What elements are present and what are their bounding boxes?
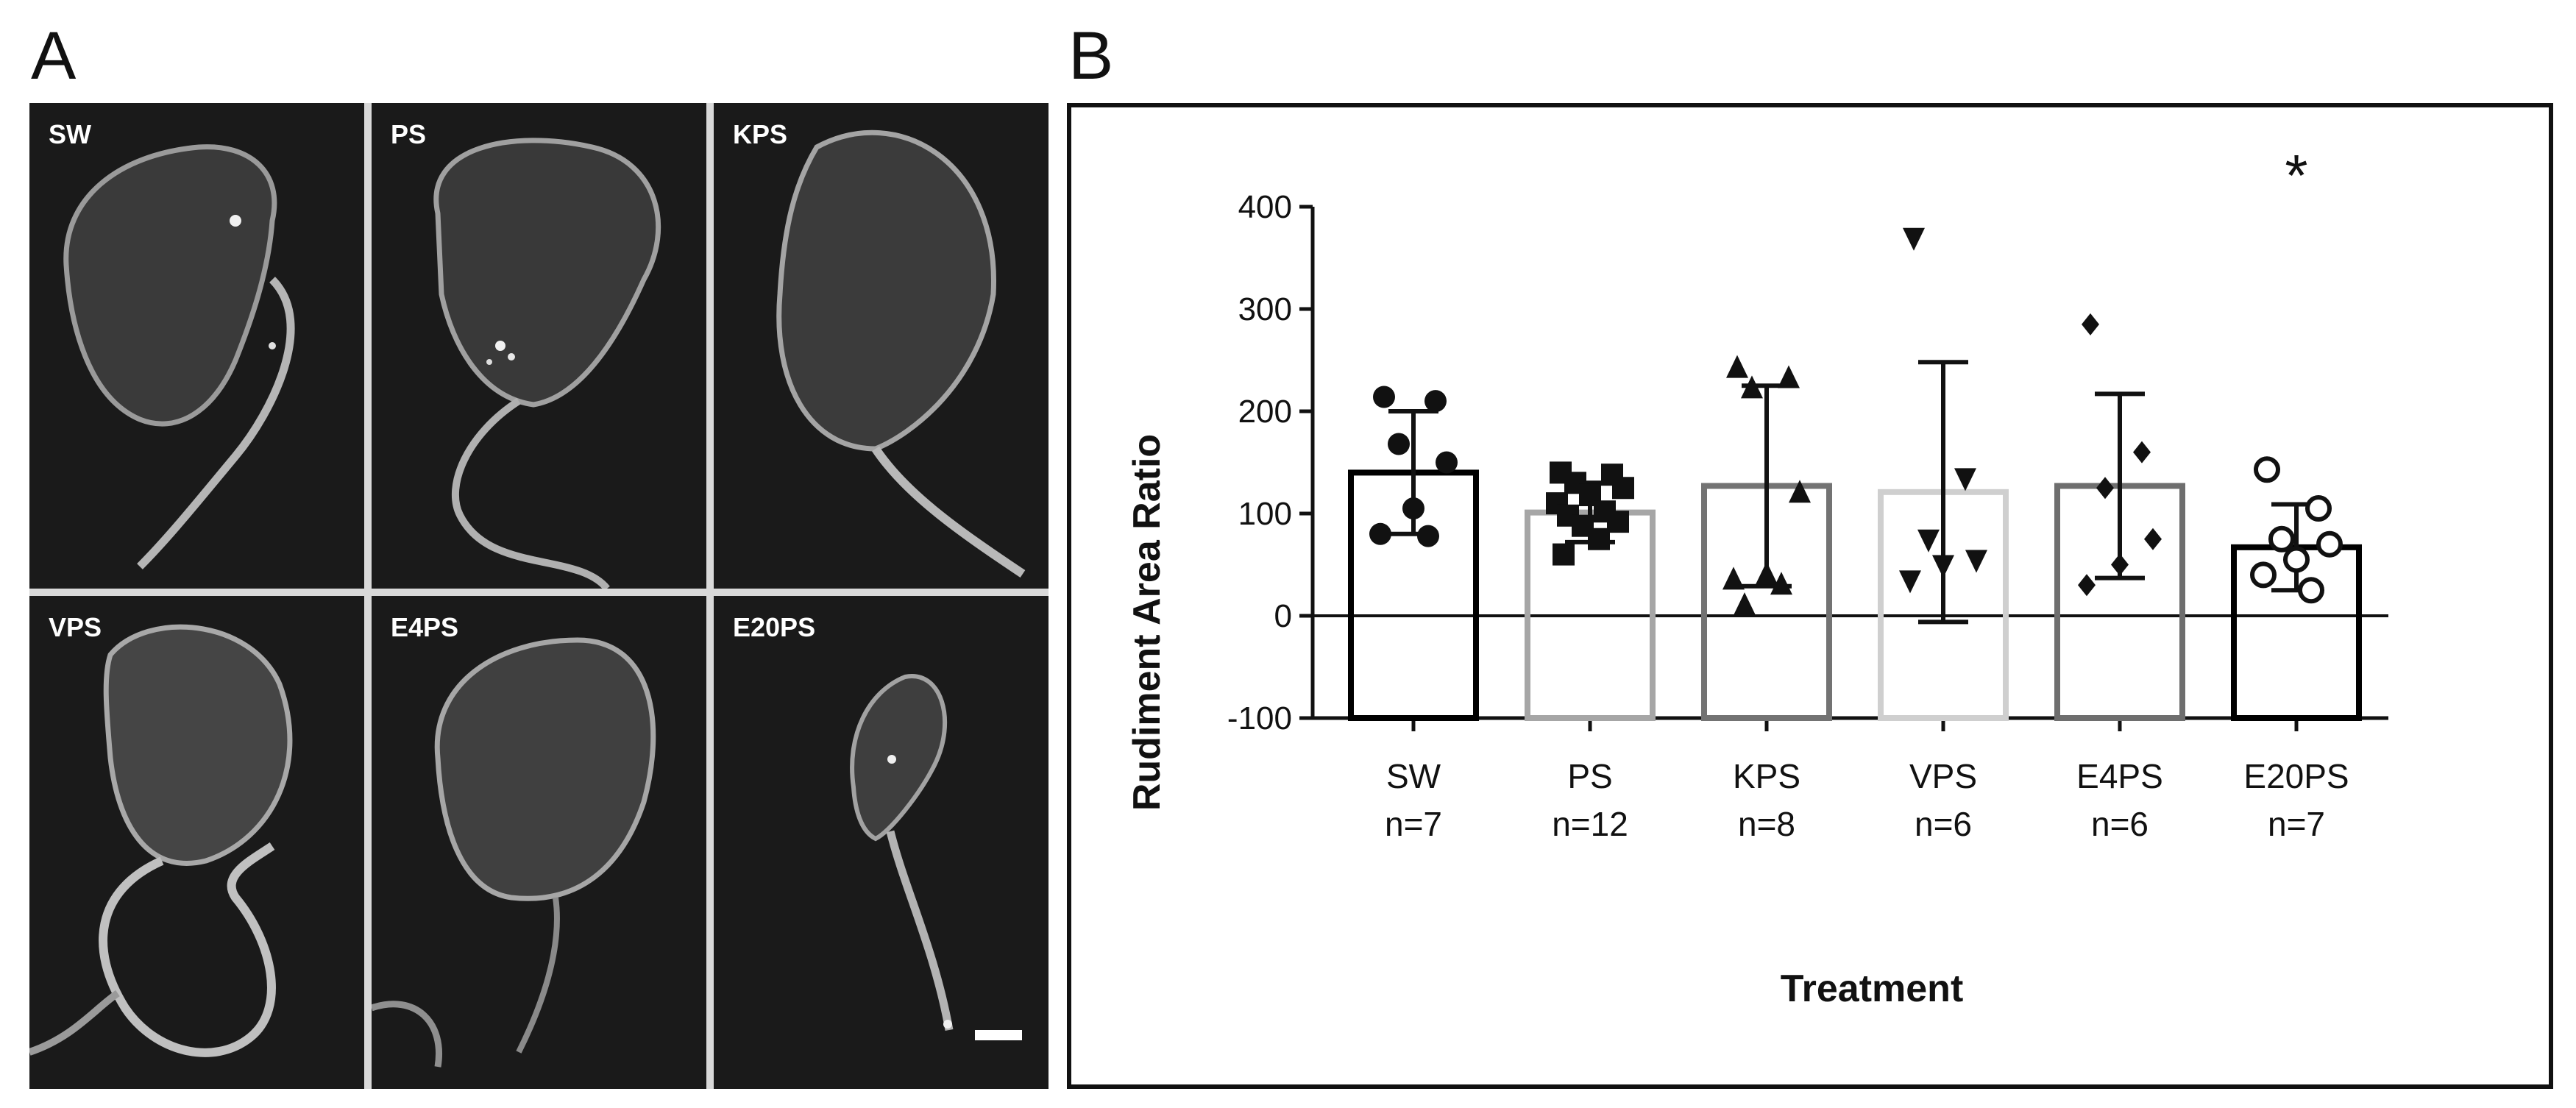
data-point-vps xyxy=(1917,529,1940,553)
data-point-sw xyxy=(1369,522,1391,545)
micrograph-tile-ps: PS xyxy=(372,103,706,589)
y-tick-label: 300 xyxy=(1238,291,1292,327)
data-point-e20ps xyxy=(2268,525,2295,553)
n-label: n=6 xyxy=(1915,805,1972,843)
data-point-vps xyxy=(1932,555,1954,578)
data-point-sw xyxy=(1417,525,1439,547)
micrograph-ps-image xyxy=(433,138,661,589)
data-point-kps xyxy=(1734,592,1756,616)
y-tick-label: 400 xyxy=(1238,189,1292,225)
data-point-kps xyxy=(1756,561,1778,585)
data-point-kps xyxy=(1770,572,1792,595)
y-tick-label: 200 xyxy=(1238,394,1292,430)
bar-chart: -100 0 100 200 300 400 SW n=7 PS n=12 KPS n=8 VPS n=… xyxy=(1126,143,2388,1010)
data-point-sw xyxy=(1373,386,1395,408)
data-point-e20ps xyxy=(2283,546,2310,573)
data-point-e4ps xyxy=(2078,574,2096,597)
data-point-e4ps xyxy=(2082,313,2099,335)
data-point-e20ps xyxy=(2316,530,2343,558)
x-axis-title: Treatment xyxy=(1781,967,1964,1010)
data-point-e20ps xyxy=(2250,561,2277,589)
chart-axes: -100 0 100 200 300 400 xyxy=(1227,189,2388,736)
scale-bar xyxy=(975,1030,1022,1040)
panel-b-letter: B xyxy=(1068,18,1114,93)
y-tick-label: 100 xyxy=(1238,496,1292,532)
data-point-e4ps xyxy=(2111,553,2129,576)
micrograph-kps-image xyxy=(776,129,1026,578)
micrograph-label: SW xyxy=(49,119,91,149)
data-point-sw xyxy=(1402,497,1424,520)
data-point-ps xyxy=(1607,511,1629,533)
micrograph-tile-vps: VPS xyxy=(29,596,364,1089)
data-point-vps xyxy=(1899,570,1921,594)
chart-labels: SW n=7 PS n=12 KPS n=8 VPS n=6 E4PS n=6 E20PS n=7 * xyxy=(1385,143,2349,843)
category-label: VPS xyxy=(1909,757,1977,795)
micrograph-label: PS xyxy=(391,119,427,149)
n-label: n=7 xyxy=(2268,805,2325,843)
data-point-sw xyxy=(1436,451,1458,474)
data-point-e4ps xyxy=(2133,441,2151,464)
significance-asterisk: * xyxy=(2285,143,2307,208)
data-point-kps xyxy=(1722,567,1745,590)
y-axis-title: Rudiment Area Ratio xyxy=(1126,434,1168,811)
chart-points xyxy=(1369,227,2343,616)
data-point-e20ps xyxy=(2305,495,2332,522)
micrograph-tile-kps: KPS xyxy=(714,103,1049,589)
data-point-e4ps xyxy=(2144,528,2162,550)
panel-a-letter: A xyxy=(31,18,77,93)
data-point-kps xyxy=(1789,480,1811,503)
micrograph-label: E4PS xyxy=(391,612,459,642)
micrograph-e4ps-image xyxy=(372,637,656,1068)
micrograph-tile-e4ps: E4PS xyxy=(372,596,706,1089)
data-point-e20ps xyxy=(2254,456,2280,483)
data-point-kps xyxy=(1741,375,1763,399)
category-label: PS xyxy=(1567,757,1612,795)
data-point-ps xyxy=(1553,543,1575,566)
category-label: E4PS xyxy=(2076,757,2163,795)
micrograph-label: KPS xyxy=(733,119,788,149)
data-point-ps xyxy=(1588,528,1610,550)
category-label: E20PS xyxy=(2243,757,2349,795)
y-tick-label: -100 xyxy=(1227,700,1292,736)
micrograph-sw-image xyxy=(63,144,295,569)
data-point-sw xyxy=(1388,433,1410,455)
data-point-vps xyxy=(1954,468,1976,491)
data-point-vps xyxy=(1903,227,1925,251)
n-label: n=8 xyxy=(1738,805,1795,843)
data-point-kps xyxy=(1778,365,1800,388)
micrograph-label: VPS xyxy=(49,612,102,642)
data-point-e4ps xyxy=(2096,477,2114,500)
micrograph-grid: SW PS KPS VPS E4PS xyxy=(29,103,1049,1089)
data-point-sw xyxy=(1424,390,1447,413)
data-point-kps xyxy=(1726,355,1748,378)
category-label: KPS xyxy=(1733,757,1800,795)
micrograph-tile-e20ps: E20PS xyxy=(714,596,1049,1089)
n-label: n=12 xyxy=(1552,805,1628,843)
n-label: n=7 xyxy=(1385,805,1442,843)
category-label: SW xyxy=(1386,757,1441,795)
micrograph-tile-sw: SW xyxy=(29,103,364,589)
n-label: n=6 xyxy=(2091,805,2149,843)
data-point-ps xyxy=(1612,477,1634,500)
data-point-vps xyxy=(1965,550,1987,573)
y-tick-label: 0 xyxy=(1274,598,1292,634)
micrograph-vps-image xyxy=(29,624,293,1057)
micrograph-e20ps-image xyxy=(850,674,954,1031)
data-point-e20ps xyxy=(2298,577,2324,604)
chart-bars xyxy=(1348,360,2362,721)
micrograph-label: E20PS xyxy=(733,612,816,642)
chart-panel: -100 0 100 200 300 400 SW n=7 PS n=12 KPS n=8 VPS n=… xyxy=(1067,103,2553,1089)
